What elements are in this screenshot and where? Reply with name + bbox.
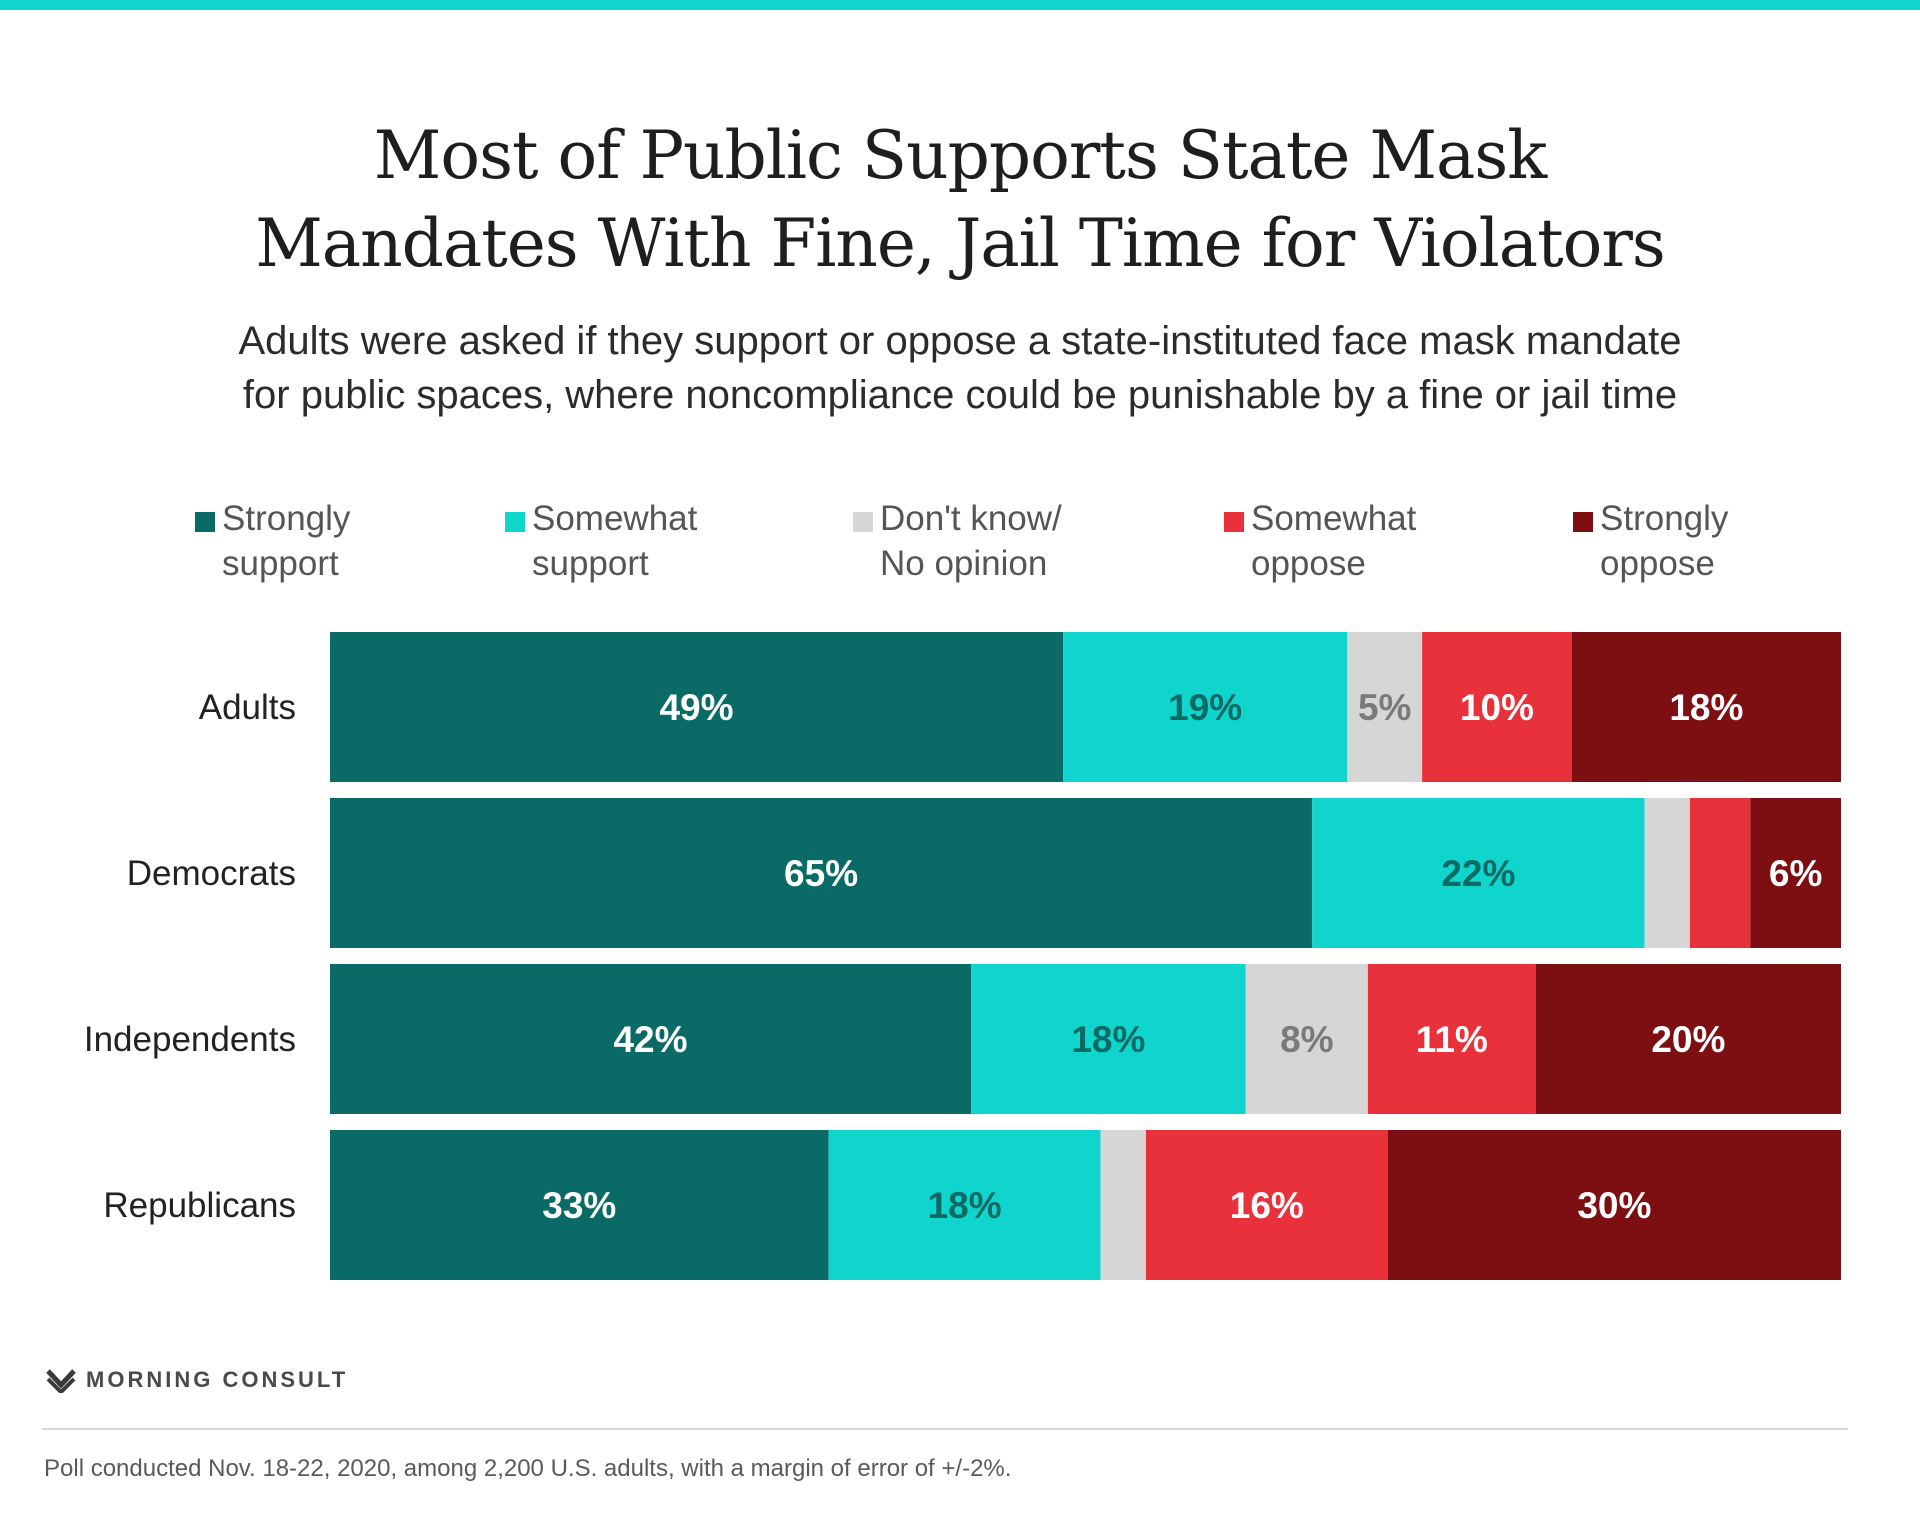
bar-democrats-somewhat-oppose — [1689, 798, 1751, 948]
legend-label: Strongly oppose — [1600, 496, 1728, 586]
category-label-adults: Adults — [199, 688, 296, 727]
bar-value-label: 10% — [1460, 687, 1534, 728]
legend-label-line-1: Somewhat — [1251, 499, 1417, 538]
bar-value-label: 18% — [1669, 687, 1743, 728]
category-label-republicans: Republicans — [103, 1186, 296, 1225]
bar-value-label: 33% — [542, 1185, 616, 1226]
bar-democrats-strongly-support — [330, 798, 1313, 948]
bar-value-label: 18% — [928, 1185, 1002, 1226]
bar-democrats-strongly-oppose — [1750, 798, 1841, 948]
top-accent-rule — [0, 0, 1920, 10]
legend-label-line-1: Strongly — [222, 499, 351, 538]
morning-consult-logo-icon — [46, 1369, 76, 1393]
legend-label-line-2: support — [532, 544, 649, 583]
legend-label-line-2: oppose — [1251, 544, 1366, 583]
legend-label-line-2: No opinion — [880, 544, 1048, 583]
bar-value-label: 6% — [1769, 853, 1822, 894]
legend-swatch — [195, 512, 215, 532]
legend-label-line-1: Strongly — [1600, 499, 1729, 538]
bar-independents-somewhat-oppose — [1367, 964, 1536, 1114]
legend-swatch — [505, 512, 525, 532]
bar-value-label: 42% — [613, 1019, 687, 1060]
chart-subtitle: Adults were asked if they support or opp… — [0, 314, 1920, 422]
category-label-independents: Independents — [84, 1020, 296, 1059]
chart-title-line-1: Most of Public Supports State Mask — [373, 117, 1547, 194]
bar-value-label: 65% — [784, 853, 858, 894]
legend-swatch — [853, 512, 873, 532]
bar-value-label: 8% — [1280, 1019, 1333, 1060]
chart-subtitle-line-1: Adults were asked if they support or opp… — [238, 319, 1682, 363]
legend-label-line-2: oppose — [1600, 544, 1715, 583]
chart-title-line-2: Mandates With Fine, Jail Time for Violat… — [255, 205, 1666, 282]
category-label-democrats: Democrats — [127, 854, 296, 893]
footnote: Poll conducted Nov. 18-22, 2020, among 2… — [44, 1455, 1012, 1482]
bar-republicans-strongly-oppose — [1387, 1130, 1841, 1280]
bar-republicans-strongly-support — [330, 1130, 829, 1280]
bar-republicans-somewhat-support — [828, 1130, 1101, 1280]
legend-label-line-2: support — [222, 544, 339, 583]
legend-label: Don't know/ No opinion — [880, 496, 1062, 586]
legend-label-line-1: Somewhat — [532, 499, 698, 538]
bar-independents-strongly-support — [330, 964, 972, 1114]
legend-label: Somewhat support — [532, 496, 697, 586]
bar-value-label: 20% — [1651, 1019, 1725, 1060]
bar-adults-somewhat-support — [1063, 632, 1348, 782]
bar-republicans-don-t-know-no-opinion — [1100, 1130, 1146, 1280]
legend-swatch — [1224, 512, 1244, 532]
footer-divider — [42, 1428, 1848, 1430]
legend-label: Somewhat oppose — [1251, 496, 1416, 586]
bar-democrats-don-t-know-no-opinion — [1644, 798, 1690, 948]
bar-independents-somewhat-support — [971, 964, 1246, 1114]
bar-republicans-somewhat-oppose — [1145, 1130, 1388, 1280]
chart-title: Most of Public Supports State Mask Manda… — [0, 112, 1920, 288]
bar-adults-don-t-know-no-opinion — [1347, 632, 1423, 782]
legend-swatch — [1573, 512, 1593, 532]
legend-label-line-1: Don't know/ — [880, 499, 1062, 538]
chart-subtitle-line-2: for public spaces, where noncompliance c… — [242, 373, 1678, 417]
bar-value-label: 22% — [1441, 853, 1515, 894]
legend-label: Strongly support — [222, 496, 350, 586]
bar-value-label: 5% — [1358, 687, 1411, 728]
bar-independents-strongly-oppose — [1535, 964, 1841, 1114]
bar-adults-somewhat-oppose — [1422, 632, 1572, 782]
bar-value-label: 19% — [1168, 687, 1242, 728]
bar-democrats-somewhat-support — [1312, 798, 1645, 948]
bar-value-label: 11% — [1416, 1019, 1488, 1060]
bar-value-label: 16% — [1230, 1185, 1304, 1226]
bar-value-label: 30% — [1577, 1185, 1651, 1226]
bar-adults-strongly-oppose — [1571, 632, 1841, 782]
bar-value-label: 18% — [1071, 1019, 1145, 1060]
brand-name: MORNING CONSULT — [86, 1367, 349, 1392]
bar-value-label: 49% — [659, 687, 733, 728]
bar-independents-don-t-know-no-opinion — [1245, 964, 1368, 1114]
bar-adults-strongly-support — [330, 632, 1064, 782]
